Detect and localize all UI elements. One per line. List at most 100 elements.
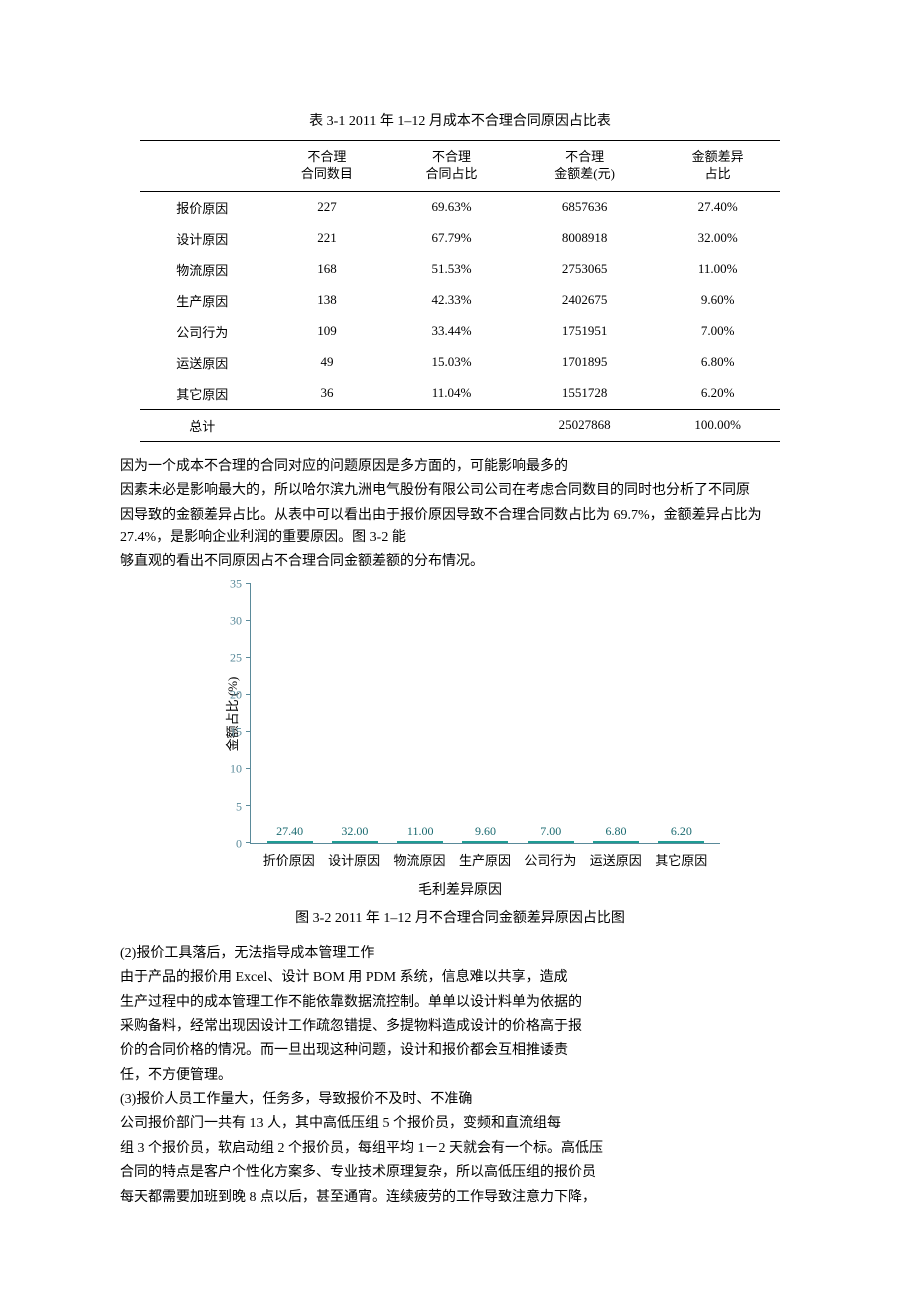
chart-caption: 图 3-2 2011 年 1–12 月不合理合同金额差异原因占比图 <box>120 907 800 927</box>
table-cell: 42.33% <box>389 285 514 316</box>
body-text: 因素未必是影响最大的，所以哈尔滨九洲电气股份有限公司公司在考虑合同数目的同时也分… <box>120 480 800 502</box>
y-tick-label: 10 <box>230 762 242 777</box>
bar-value-label: 6.80 <box>606 824 627 839</box>
x-tick-label: 其它原因 <box>651 850 711 869</box>
y-tick-label: 0 <box>236 836 242 851</box>
table-cell: 109 <box>265 316 390 347</box>
table-row: 运送原因4915.03%17018956.80% <box>140 347 780 378</box>
table-cell: 36 <box>265 378 390 410</box>
body-text: (2)报价工具落后，无法指导成本管理工作 <box>120 943 800 965</box>
table-cell: 33.44% <box>389 316 514 347</box>
body-text: 由于产品的报价用 Excel、设计 BOM 用 PDM 系统，信息难以共享，造成 <box>120 967 800 989</box>
bar: 11.00 <box>397 841 443 843</box>
bar-column: 7.00 <box>521 841 580 843</box>
table-cell: 其它原因 <box>140 378 265 410</box>
body-text: 组 3 个报价员，软启动组 2 个报价员，每组平均 1－2 天就会有一个标。高低… <box>120 1138 800 1160</box>
body-text: 因为一个成本不合理的合同对应的问题原因是多方面的，可能影响最多的 <box>120 456 800 478</box>
table-cell: 7.00% <box>655 316 780 347</box>
bar: 9.60 <box>462 841 508 843</box>
body-text: 任，不方便管理。 <box>120 1065 800 1087</box>
bar-column: 6.80 <box>586 841 645 843</box>
table-header-cell: 金额差异占比 <box>655 141 780 192</box>
table-cell: 6.20% <box>655 378 780 410</box>
x-axis-title: 毛利差异原因 <box>200 879 720 899</box>
table-cell: 69.63% <box>389 191 514 223</box>
bar-value-label: 6.20 <box>671 824 692 839</box>
body-text: 价的合同价格的情况。而一旦出现这种问题，设计和报价都会互相推诿责 <box>120 1040 800 1062</box>
bar-column: 9.60 <box>456 841 515 843</box>
y-tick-label: 5 <box>236 799 242 814</box>
body-text: 公司报价部门一共有 13 人，其中高低压组 5 个报价员，变频和直流组每 <box>120 1113 800 1135</box>
table-cell: 25027868 <box>514 409 655 441</box>
table-cell: 总计 <box>140 409 265 441</box>
bar-column: 11.00 <box>391 841 450 843</box>
table-cell <box>265 409 390 441</box>
y-axis: 金额占比 (%) 05101520253035 <box>200 584 250 844</box>
table-cell: 8008918 <box>514 223 655 254</box>
table-cell: 1701895 <box>514 347 655 378</box>
body-text: (3)报价人员工作量大，任务多，导致报价不及时、不准确 <box>120 1089 800 1111</box>
y-tick-label: 35 <box>230 576 242 591</box>
bar-chart: 金额占比 (%) 05101520253035 27.4032.0011.009… <box>200 584 720 899</box>
x-tick-label: 物流原因 <box>390 850 450 869</box>
body-text: 合同的特点是客户个性化方案多、专业技术原理复杂，所以高低压组的报价员 <box>120 1162 800 1184</box>
x-tick-label: 运送原因 <box>586 850 646 869</box>
table-cell: 138 <box>265 285 390 316</box>
y-tick-label: 25 <box>230 651 242 666</box>
bar-value-label: 27.40 <box>276 824 303 839</box>
table-header-cell: 不合理合同数目 <box>265 141 390 192</box>
table-cell: 9.60% <box>655 285 780 316</box>
bar: 6.20 <box>658 841 704 843</box>
table-row: 设计原因22167.79%800891832.00% <box>140 223 780 254</box>
table-cell: 32.00% <box>655 223 780 254</box>
table-cell: 2753065 <box>514 254 655 285</box>
table-cell: 公司行为 <box>140 316 265 347</box>
table-caption: 表 3-1 2011 年 1–12 月成本不合理合同原因占比表 <box>120 110 800 130</box>
x-tick-label: 公司行为 <box>521 850 581 869</box>
table-cell: 227 <box>265 191 390 223</box>
table-cell: 生产原因 <box>140 285 265 316</box>
table-row: 公司行为10933.44%17519517.00% <box>140 316 780 347</box>
table-cell: 1751951 <box>514 316 655 347</box>
table-cell: 15.03% <box>389 347 514 378</box>
table-row: 物流原因16851.53%275306511.00% <box>140 254 780 285</box>
table-cell: 6857636 <box>514 191 655 223</box>
bar-value-label: 7.00 <box>540 824 561 839</box>
x-tick-label: 生产原因 <box>455 850 515 869</box>
bar-column: 32.00 <box>325 841 384 843</box>
table-cell: 221 <box>265 223 390 254</box>
bar-value-label: 32.00 <box>341 824 368 839</box>
table-cell: 1551728 <box>514 378 655 410</box>
data-table: 不合理合同数目不合理合同占比不合理金额差(元)金额差异占比 报价原因22769.… <box>140 140 780 442</box>
table-row: 其它原因3611.04%15517286.20% <box>140 378 780 410</box>
table-cell: 2402675 <box>514 285 655 316</box>
table-cell <box>389 409 514 441</box>
body-text: 每天都需要加班到晚 8 点以后，甚至通宵。连续疲劳的工作导致注意力下降， <box>120 1187 800 1209</box>
body-text: 够直观的看出不同原因占不合理合同金额差额的分布情况。 <box>120 551 800 573</box>
bar: 27.40 <box>267 841 313 843</box>
x-axis-labels: 折价原因设计原因物流原因生产原因公司行为运送原因其它原因 <box>200 844 720 869</box>
table-cell: 报价原因 <box>140 191 265 223</box>
table-total-row: 总计25027868100.00% <box>140 409 780 441</box>
y-tick-label: 20 <box>230 688 242 703</box>
bar-column: 6.20 <box>652 841 711 843</box>
table-header-row: 不合理合同数目不合理合同占比不合理金额差(元)金额差异占比 <box>140 141 780 192</box>
body-text: 生产过程中的成本管理工作不能依靠数据流控制。单单以设计料单为依据的 <box>120 992 800 1014</box>
table-cell: 51.53% <box>389 254 514 285</box>
table-header-cell <box>140 141 265 192</box>
table-header-cell: 不合理金额差(元) <box>514 141 655 192</box>
bar: 32.00 <box>332 841 378 843</box>
bar-column: 27.40 <box>260 841 319 843</box>
table-header-cell: 不合理合同占比 <box>389 141 514 192</box>
table-cell: 168 <box>265 254 390 285</box>
bar: 7.00 <box>528 841 574 843</box>
x-tick-label: 折价原因 <box>259 850 319 869</box>
table-cell: 6.80% <box>655 347 780 378</box>
table-cell: 67.79% <box>389 223 514 254</box>
table-cell: 设计原因 <box>140 223 265 254</box>
table-cell: 49 <box>265 347 390 378</box>
table-cell: 物流原因 <box>140 254 265 285</box>
x-tick-label: 设计原因 <box>324 850 384 869</box>
y-tick-label: 30 <box>230 613 242 628</box>
table-cell: 27.40% <box>655 191 780 223</box>
